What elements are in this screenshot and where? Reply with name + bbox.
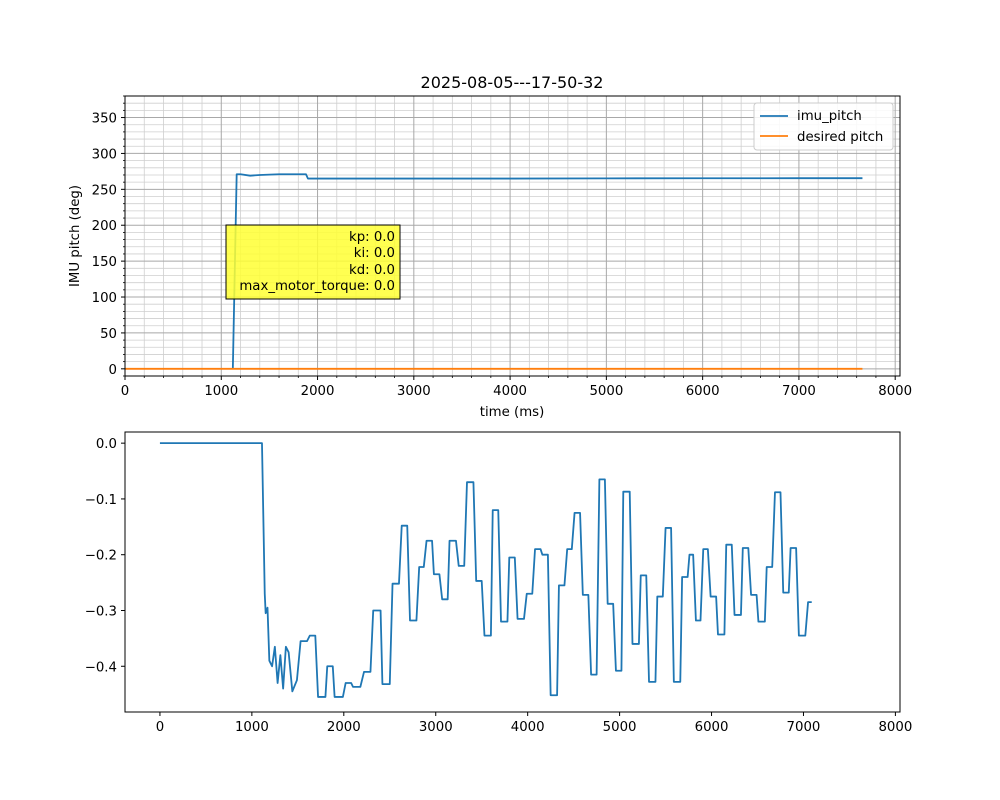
- y-tick-label: 50: [100, 327, 117, 342]
- top-x-axis-label: time (ms): [480, 405, 545, 420]
- x-tick-label: 6000: [686, 384, 720, 399]
- y-tick-label: 300: [92, 147, 117, 162]
- annotation-box: [225, 224, 401, 300]
- x-tick-label: 0: [121, 384, 129, 399]
- y-tick-label: 0.0: [96, 437, 117, 452]
- x-tick-label: 1000: [204, 384, 238, 399]
- x-tick-label: 4000: [493, 384, 527, 399]
- x-tick-label: 4000: [511, 720, 545, 735]
- top-series-group: [125, 173, 863, 370]
- y-tick-label: −0.2: [85, 549, 117, 564]
- y-tick-label: −0.1: [85, 493, 117, 508]
- x-tick-label: 8000: [878, 720, 912, 735]
- x-tick-label: 5000: [589, 384, 623, 399]
- x-tick-label: 5000: [603, 720, 637, 735]
- y-tick-label: 200: [92, 219, 117, 234]
- legend-label-desired-pitch: desired pitch: [797, 130, 883, 145]
- top-y-axis-label: IMU pitch (deg): [68, 185, 83, 287]
- x-tick-label: 7000: [787, 720, 821, 735]
- x-tick-label: 2000: [327, 720, 361, 735]
- series-line-1-0: [159, 442, 812, 698]
- x-tick-label: 6000: [695, 720, 729, 735]
- top-axes-frame: [124, 95, 901, 377]
- annotation-ki: ki: 0.0: [354, 246, 395, 261]
- x-tick-label: 0: [156, 720, 164, 735]
- y-tick-label: 350: [92, 112, 117, 127]
- y-tick-label: 0: [109, 363, 117, 378]
- y-tick-label: −0.3: [85, 604, 117, 619]
- annotation-kd: kd: 0.0: [349, 263, 395, 278]
- x-tick-label: 3000: [397, 384, 431, 399]
- legend-label-imu-pitch: imu_pitch: [797, 109, 862, 124]
- top-legend: imu_pitch desired pitch: [753, 102, 894, 151]
- x-tick-label: 1000: [235, 720, 269, 735]
- annotation-max-motor-torque: max_motor_torque: 0.0: [239, 279, 395, 294]
- bottom-ticks: 0 1000 2000 3000 4000 5000 6000 7000 8000 0.0 −0.1…: [85, 437, 913, 735]
- top-ticks: 0 1000 2000 3000 4000 5000 6000 7000 8000 0 50 100 1…: [92, 95, 912, 399]
- legend-box: [753, 102, 894, 151]
- x-tick-label: 8000: [878, 384, 912, 399]
- y-tick-label: −0.4: [85, 660, 117, 675]
- x-tick-label: 2000: [301, 384, 335, 399]
- annotation-kp: kp: 0.0: [349, 230, 395, 245]
- x-tick-label: 3000: [419, 720, 453, 735]
- bottom-series-group: [159, 442, 812, 698]
- bottom-axes-frame: [124, 431, 901, 713]
- y-tick-label: 100: [92, 291, 117, 306]
- parameter-annotation: kp: 0.0 ki: 0.0 kd: 0.0 max_motor_torque…: [225, 224, 401, 300]
- series-line-imu-pitch: [231, 173, 863, 369]
- x-tick-label: 7000: [782, 384, 816, 399]
- y-tick-label: 150: [92, 255, 117, 270]
- top-chart-title: 2025-08-05---17-50-32: [421, 73, 604, 92]
- y-tick-label: 250: [92, 183, 117, 198]
